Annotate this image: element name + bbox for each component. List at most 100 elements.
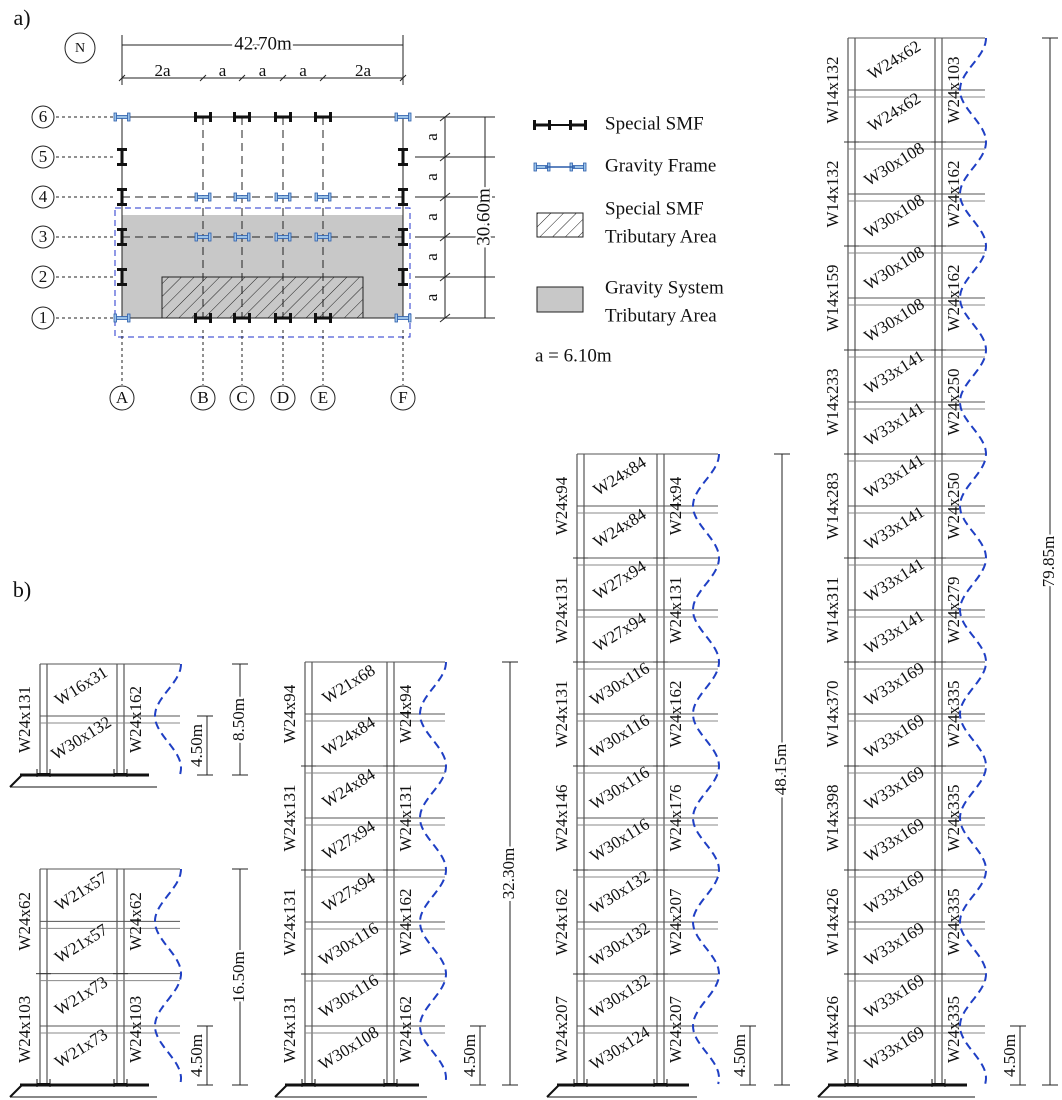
smf-bar [121,269,124,285]
beam-label: W30x108 [861,190,928,242]
beam-label: W33x169 [861,970,928,1022]
beam-label: W24x84 [319,764,379,811]
ground [818,1085,830,1097]
gravity-flange [329,233,332,241]
ground [10,775,22,787]
beam-label: W21x57 [51,867,111,914]
dimension-label: 4.50m [187,724,206,767]
beam-label: W33x169 [861,918,928,970]
gravity-flange [315,233,318,241]
dimension-label: 48.15m [771,744,790,795]
column-label: W24x146 [552,784,571,851]
smf-flange [248,313,251,323]
gravity-flange [584,163,587,171]
gravity-flange [209,233,212,241]
smf-flange [329,112,332,122]
beam-label: W30x132 [586,970,653,1022]
smf-bar [402,189,405,205]
gravity-flange [289,193,292,201]
legend-label: Tributary Area [605,226,717,247]
smf-flange [398,188,408,191]
beam-label: W30x116 [586,658,652,709]
ground [275,1085,287,1097]
smf-flange [398,148,408,151]
smf-flange [194,112,197,122]
column-label: W14x233 [823,368,842,435]
beam-label: W30x124 [586,1022,653,1074]
beam-label: W30x116 [586,710,652,761]
column-label: W24x162 [944,160,963,227]
column-label: W24x207 [666,888,685,956]
smf-flange [209,313,212,323]
smf-bar [402,149,405,165]
column-label: W24x131 [15,686,34,753]
beam-label: W30x108 [315,1022,382,1074]
smf-flange [289,112,292,122]
gravity-bar [396,317,410,320]
grid-label: C [236,388,247,407]
gravity-flange [234,193,237,201]
gravity-bar [115,317,129,320]
beam-label: W33x169 [861,814,928,866]
beam-label: W30x132 [48,712,115,764]
column-label: W14x132 [823,160,842,227]
column-label: W24x131 [666,576,685,643]
dimension-label: 16.50m [229,951,248,1002]
smf-flange [398,203,408,206]
gravity-flange [289,233,292,241]
gravity-flange [275,233,278,241]
note: a = 6.10m [535,345,612,366]
column-label: W14x370 [823,680,842,747]
figure: a)NABCDEF65432142.70m2aaaa2aaaaaa30.60mS… [0,0,1062,1100]
smf-flange [194,313,197,323]
dimension-label: 4.50m [730,1034,749,1077]
bay-label: a [259,61,267,80]
beam-label: W27x94 [590,556,650,603]
gravity-flange [128,113,131,121]
gravity-bar [276,236,290,239]
gravity-flange [114,314,117,322]
smf-bar [402,269,405,285]
beam-label: W30x116 [586,762,652,813]
beam-label: W33x141 [861,450,928,502]
column-label: W24x162 [552,888,571,955]
column-label: W24x131 [280,888,299,955]
beam-label: W30x108 [861,294,928,346]
smf-flange [117,188,127,191]
smf-bar [121,189,124,205]
legend-label: Tributary Area [605,305,717,326]
smf-flange [398,228,408,231]
gravity-flange [128,314,131,322]
smf-flange [117,163,127,166]
smf-flange [233,313,236,323]
smf-flange [314,112,317,122]
grid-label: 1 [39,308,48,327]
grid-label: 4 [39,187,48,206]
deflected-shape [693,454,719,1084]
beam-label: W30x116 [315,970,381,1021]
beam-label: W30x116 [586,814,652,865]
dimension-label: 32.30m [499,848,518,899]
gravity-flange [409,314,412,322]
beam-label: W21x73 [51,972,111,1019]
grid-label: 6 [39,107,48,126]
beam-label: W30x132 [586,918,653,970]
dimension-label: 4.50m [1000,1034,1019,1077]
smf-symbol [117,148,127,166]
beam-label: W33x169 [861,658,928,710]
smf-flange [314,313,317,323]
beam-label: W33x141 [861,606,928,658]
column-label: W24x162 [666,680,685,747]
smf-symbol [398,148,408,166]
grid-label: F [398,388,407,407]
smf-flange [117,243,127,246]
beam-label: W27x94 [319,816,379,863]
dimension-label: 4.50m [187,1034,206,1077]
smf-flange [398,283,408,286]
panel-label: a) [13,5,30,30]
smf-flange [233,112,236,122]
north-label: N [75,41,85,56]
column-label: W24x131 [552,680,571,747]
gravity-flange [195,193,198,201]
gravity-bar [316,196,330,199]
